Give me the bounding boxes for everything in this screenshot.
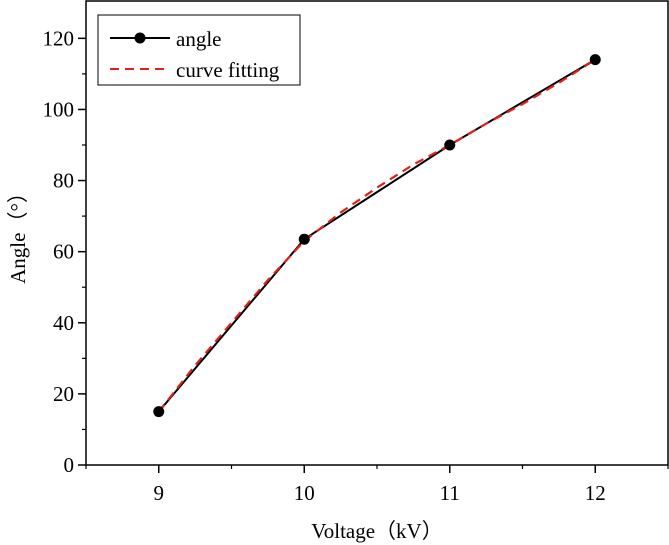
x-tick-label: 10 xyxy=(294,481,315,505)
data-point-angle xyxy=(153,406,165,418)
y-axis-label: Angle（°） xyxy=(6,182,30,284)
data-point-angle xyxy=(444,139,456,151)
x-tick-label: 9 xyxy=(154,481,165,505)
y-tick-label: 0 xyxy=(64,453,75,477)
x-tick-label: 12 xyxy=(585,481,606,505)
data-point-angle xyxy=(298,233,310,245)
y-tick-label: 80 xyxy=(53,169,74,193)
legend: angle curve fitting xyxy=(97,14,301,86)
y-tick-label: 20 xyxy=(53,382,74,406)
y-tick-label: 40 xyxy=(53,311,74,335)
legend-label-curve-fitting: curve fitting xyxy=(176,58,280,82)
legend-box xyxy=(97,14,301,86)
x-axis-label: Voltage（kV） xyxy=(311,519,442,543)
series-line-angle xyxy=(157,58,596,413)
legend-label-angle: angle xyxy=(176,27,221,51)
y-tick-label: 100 xyxy=(43,97,75,121)
data-point-angle xyxy=(589,54,601,66)
y-tick-label: 120 xyxy=(43,26,75,50)
y-tick-label: 60 xyxy=(53,240,74,264)
series xyxy=(153,54,601,418)
x-tick-label: 11 xyxy=(440,481,460,505)
legend-angle-marker xyxy=(134,32,146,44)
series-line-curve-fitting xyxy=(157,58,596,413)
